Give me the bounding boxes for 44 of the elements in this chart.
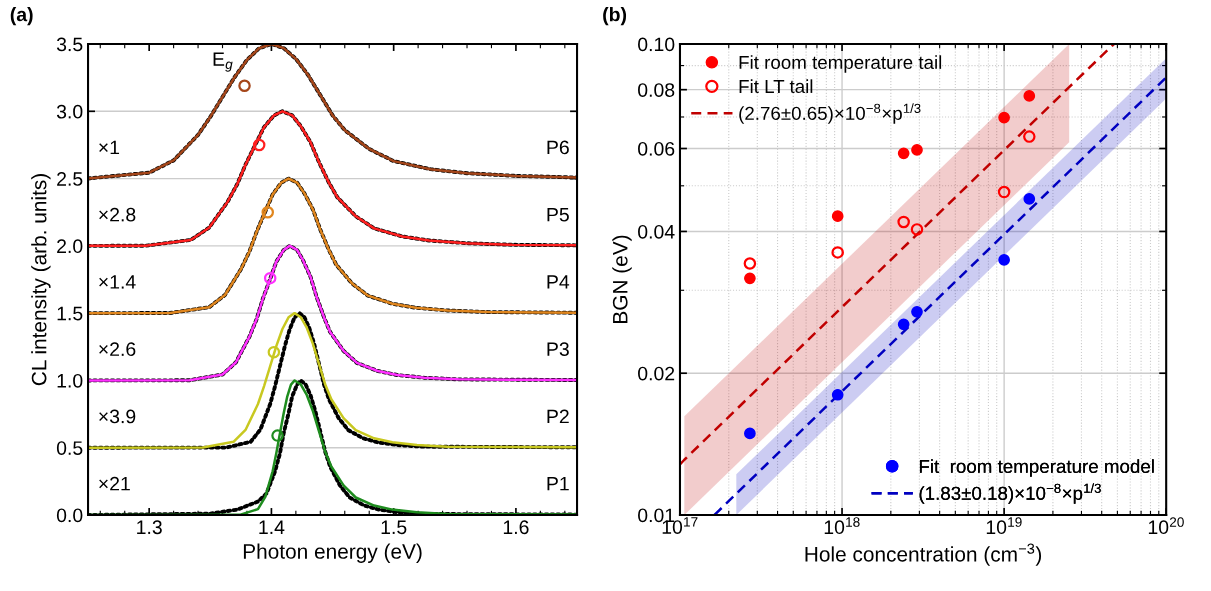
x-tick-label: 10$^{18}$	[824, 517, 860, 535]
y-axis-title: BGN (eV)	[612, 235, 632, 323]
x-tick-label: 1.3	[137, 520, 162, 535]
y-tick-label: 0.5	[56, 441, 83, 455]
annotation: ×1.4	[99, 275, 136, 289]
x-tick-label: 10$^{19}$	[986, 517, 1022, 535]
chart-title: (a)	[10, 7, 33, 26]
x-axis-title: Photon energy (eV)	[243, 543, 422, 563]
x-tick-label: 1.5	[381, 520, 407, 535]
y-tick-label: 0.10	[638, 37, 675, 52]
annotation: E$_{g}$	[213, 52, 233, 72]
y-axis-title: CL intensity (arb. units)	[31, 174, 51, 386]
annotation: P6	[547, 140, 569, 155]
x-tick-label: 1.6	[503, 520, 529, 535]
y-tick-label: 0.08	[638, 83, 675, 97]
legend-label: (1.83±0.18)×10$^{−8}$×p$^{1/3}$	[919, 483, 1101, 504]
annotation: ×21	[99, 476, 130, 491]
y-tick-label: 0.0	[56, 508, 83, 523]
y-tick-label: 3.0	[56, 104, 83, 119]
legend-label: Fit room temperature tail	[739, 55, 942, 73]
x-tick-label: 10$^{20}$	[1148, 517, 1184, 535]
y-tick-label: 1.5	[57, 306, 83, 321]
annotation: ×1	[99, 140, 120, 155]
y-tick-label: 2.5	[57, 172, 83, 186]
y-tick-label: 0.04	[638, 224, 675, 239]
annotation: P5	[547, 207, 569, 222]
y-tick-label: 1.0	[57, 373, 83, 388]
y-tick-label: 2.0	[57, 239, 83, 254]
x-tick-label: 1.4	[259, 520, 285, 534]
annotation: ×3.9	[99, 409, 136, 424]
chart-title: (b)	[603, 7, 627, 26]
annotation: P2	[547, 409, 569, 424]
legend-label: Fit room temperature model	[919, 459, 1154, 477]
annotation: ×2.6	[99, 342, 136, 357]
y-tick-label: 0.02	[638, 366, 675, 381]
x-axis-title: Hole concentration (cm$^{−3}$)	[805, 543, 1042, 566]
annotation: P4	[547, 275, 570, 289]
legend-label: Fit LT tail	[739, 79, 813, 94]
y-tick-label: 3.5	[56, 37, 83, 52]
annotation: ×2.8	[99, 207, 136, 222]
legend-label: (2.76±0.65)×10$^{−8}$×p$^{1/3}$	[739, 103, 921, 124]
annotation: P3	[547, 342, 569, 357]
y-tick-label: 0.06	[638, 141, 675, 156]
annotation: P1	[547, 476, 569, 491]
